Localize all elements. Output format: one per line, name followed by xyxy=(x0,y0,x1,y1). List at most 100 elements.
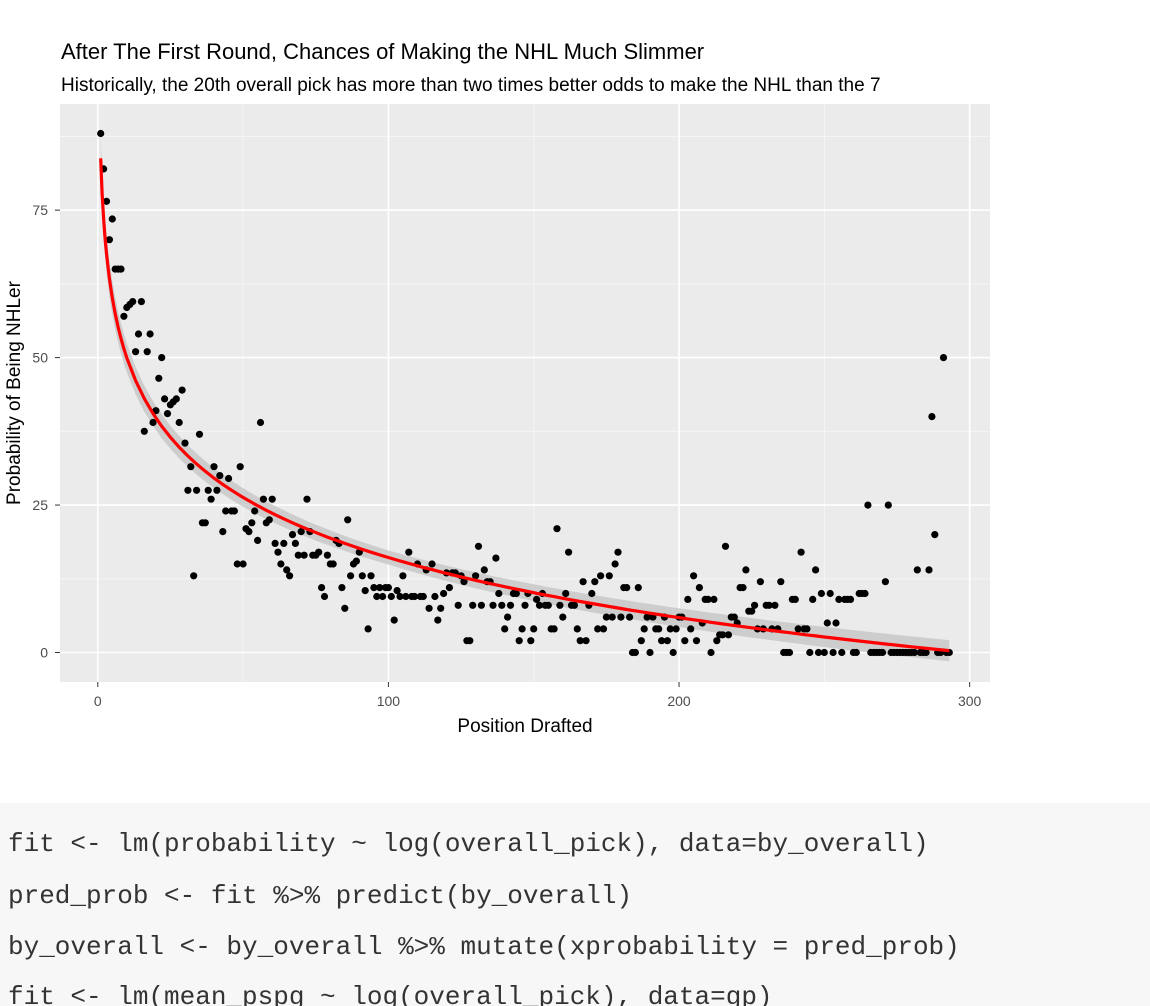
data-point xyxy=(573,625,581,633)
data-point xyxy=(501,625,509,633)
data-point xyxy=(605,572,613,580)
data-point xyxy=(361,587,369,595)
data-point xyxy=(617,613,625,621)
code-line-3: by_overall <- by_overall %>% mutate(xpro… xyxy=(8,932,960,962)
data-point xyxy=(739,584,747,592)
data-point xyxy=(419,592,427,601)
data-point xyxy=(666,625,674,633)
minor-gridlines xyxy=(60,104,990,682)
fit-line xyxy=(99,158,950,653)
data-point xyxy=(329,560,337,568)
data-point xyxy=(181,439,189,447)
data-point xyxy=(480,566,488,574)
y-tick-label: 75 xyxy=(32,202,48,218)
data-point xyxy=(184,486,192,494)
data-points xyxy=(97,129,953,657)
y-tick-label: 25 xyxy=(32,497,48,513)
data-point xyxy=(527,637,535,645)
data-point xyxy=(256,418,265,427)
data-point xyxy=(663,637,672,645)
data-point xyxy=(599,625,608,633)
data-point xyxy=(472,572,480,580)
data-point xyxy=(817,589,826,598)
data-point xyxy=(704,595,712,604)
data-point xyxy=(646,648,654,657)
data-point xyxy=(515,637,523,645)
data-point xyxy=(245,528,253,536)
data-point xyxy=(594,625,602,633)
data-point xyxy=(445,584,453,592)
data-point xyxy=(690,572,698,580)
data-point xyxy=(239,560,247,568)
data-point xyxy=(910,648,919,657)
scatter-plot: After The First Round, Chances of Making… xyxy=(4,39,990,737)
data-point xyxy=(695,584,704,592)
data-point xyxy=(687,625,695,633)
data-point xyxy=(132,348,140,356)
data-point xyxy=(338,584,346,592)
data-point xyxy=(105,236,113,244)
data-point xyxy=(370,584,378,592)
fit-line-group xyxy=(99,158,950,653)
data-point xyxy=(655,625,663,633)
data-point xyxy=(658,637,666,645)
data-point xyxy=(931,531,939,539)
data-point xyxy=(553,525,561,533)
data-point xyxy=(376,584,384,592)
data-point xyxy=(425,604,433,612)
data-point xyxy=(303,495,311,503)
data-point xyxy=(222,507,230,515)
data-point xyxy=(707,648,715,657)
data-point xyxy=(742,566,750,574)
data-point xyxy=(611,560,619,568)
data-point xyxy=(117,265,125,273)
data-point xyxy=(669,648,677,657)
data-point xyxy=(387,592,395,601)
data-point xyxy=(748,607,756,615)
y-tick-label: 0 xyxy=(40,645,48,661)
data-point xyxy=(393,587,401,595)
data-point xyxy=(794,625,802,633)
data-point xyxy=(97,129,105,138)
x-tick-label: 300 xyxy=(958,693,982,709)
data-point xyxy=(190,572,198,580)
chart-subtitle: Historically, the 20th overall pick has … xyxy=(61,75,881,96)
data-point xyxy=(495,589,503,598)
data-point xyxy=(210,463,218,471)
data-point xyxy=(591,578,599,586)
data-point xyxy=(582,637,590,645)
data-point xyxy=(570,601,579,609)
data-point xyxy=(259,495,267,503)
data-point xyxy=(344,516,352,524)
data-point xyxy=(134,330,143,338)
x-tick-label: 0 xyxy=(94,693,102,709)
data-point xyxy=(286,572,294,580)
data-point xyxy=(161,395,169,403)
data-point xyxy=(254,536,262,545)
data-point xyxy=(187,463,195,471)
data-point xyxy=(265,516,273,524)
data-point xyxy=(146,330,154,338)
data-point xyxy=(535,601,544,609)
data-point xyxy=(852,648,860,657)
data-point xyxy=(225,474,233,483)
data-point xyxy=(454,601,462,609)
data-point xyxy=(771,601,779,609)
data-point xyxy=(367,572,375,580)
data-point xyxy=(195,430,204,438)
data-point xyxy=(341,604,349,612)
data-point xyxy=(602,613,611,621)
data-point xyxy=(756,578,765,586)
data-point xyxy=(791,595,799,604)
data-point xyxy=(405,548,413,556)
data-point xyxy=(347,572,355,580)
data-point xyxy=(300,551,308,559)
chart: After The First Round, Chances of Making… xyxy=(4,39,990,737)
data-point xyxy=(751,601,759,609)
data-point xyxy=(939,354,948,362)
data-point xyxy=(172,395,180,403)
data-point xyxy=(504,613,512,621)
data-point xyxy=(765,601,773,609)
data-point xyxy=(721,542,730,550)
data-point xyxy=(291,539,299,548)
